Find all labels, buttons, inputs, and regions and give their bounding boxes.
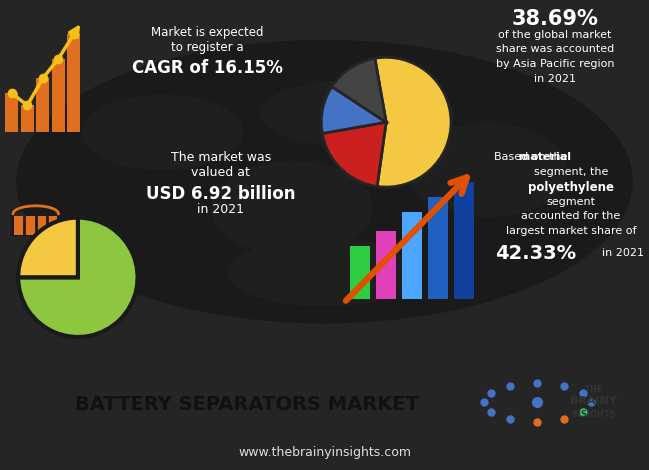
Wedge shape (323, 122, 386, 187)
Wedge shape (321, 86, 386, 133)
Text: Based on the: Based on the (494, 152, 571, 162)
Text: in 2021: in 2021 (197, 204, 244, 217)
FancyBboxPatch shape (36, 78, 49, 133)
Ellipse shape (227, 238, 422, 306)
Wedge shape (332, 58, 386, 122)
Text: 42.33%: 42.33% (495, 244, 576, 263)
Text: segment, the: segment, the (534, 167, 608, 177)
Text: largest market share of: largest market share of (506, 226, 637, 236)
Text: material: material (480, 152, 571, 162)
Text: INSIGHTS: INSIGHTS (572, 410, 616, 419)
Ellipse shape (81, 94, 243, 170)
Text: BATTERY SEPARATORS MARKET: BATTERY SEPARATORS MARKET (75, 395, 419, 414)
Text: of the global market
share was accounted
by Asia Pacific region
in 2021: of the global market share was accounted… (496, 30, 614, 84)
FancyBboxPatch shape (5, 93, 18, 133)
Text: to register a: to register a (171, 41, 244, 54)
Text: valued at: valued at (191, 165, 250, 179)
FancyBboxPatch shape (67, 34, 80, 133)
Text: 38.69%: 38.69% (511, 9, 598, 29)
Text: segment: segment (546, 197, 596, 207)
Ellipse shape (260, 79, 454, 148)
Text: %: % (72, 157, 103, 187)
Text: in 2021: in 2021 (602, 249, 644, 259)
Text: BRAINY: BRAINY (570, 396, 617, 406)
Ellipse shape (16, 40, 633, 323)
FancyBboxPatch shape (12, 216, 60, 236)
FancyBboxPatch shape (376, 231, 396, 299)
FancyBboxPatch shape (350, 246, 370, 299)
FancyBboxPatch shape (52, 59, 65, 133)
FancyBboxPatch shape (14, 216, 58, 235)
FancyBboxPatch shape (21, 105, 34, 133)
Wedge shape (18, 218, 138, 337)
Text: CAGR of 16.15%: CAGR of 16.15% (132, 59, 283, 77)
Ellipse shape (406, 123, 568, 218)
FancyBboxPatch shape (428, 197, 448, 299)
FancyBboxPatch shape (454, 181, 474, 299)
Text: Market is expected: Market is expected (151, 26, 264, 39)
Wedge shape (18, 218, 78, 277)
Text: The market was: The market was (171, 150, 271, 164)
Text: accounted for the: accounted for the (522, 212, 620, 221)
Text: USD 6.92 billion: USD 6.92 billion (146, 185, 295, 203)
Text: www.thebrainyinsights.com: www.thebrainyinsights.com (238, 446, 411, 459)
Wedge shape (375, 57, 451, 187)
Text: THE: THE (585, 385, 603, 394)
Text: polyethylene: polyethylene (528, 181, 614, 194)
FancyBboxPatch shape (402, 212, 422, 299)
Ellipse shape (211, 161, 373, 255)
